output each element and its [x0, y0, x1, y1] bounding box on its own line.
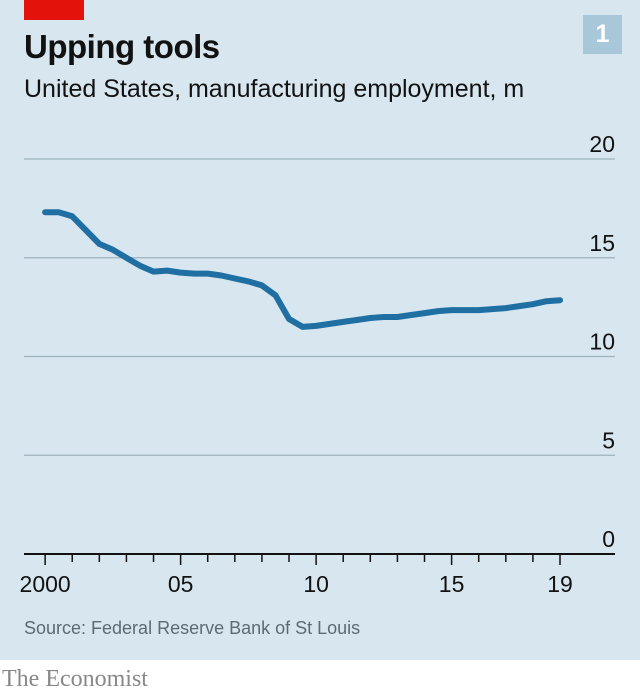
x-tick-label-10: 10 [303, 571, 329, 597]
x-tick-label-2000: 2000 [20, 571, 71, 597]
series-line-0 [42, 209, 563, 330]
y-tick-labels: 0 5 10 15 20 [589, 131, 615, 552]
x-tick-label-05: 05 [168, 571, 194, 597]
source-note: Source: Federal Reserve Bank of St Louis [24, 618, 361, 638]
x-tick-label-15: 15 [439, 571, 465, 597]
chart-subtitle: United States, manufacturing employment,… [24, 75, 525, 103]
series-layer [42, 209, 563, 330]
brand-red-tab [24, 0, 84, 20]
brand-wordmark: The Economist [2, 666, 148, 692]
y-tick-label-15: 15 [589, 230, 615, 256]
y-tick-label-20: 20 [589, 131, 615, 157]
y-tick-label-0: 0 [602, 526, 615, 552]
chart-number-badge: 1 [583, 15, 622, 54]
x-axis [24, 553, 615, 565]
x-tick-label-19: 19 [547, 571, 573, 597]
chart-panel [0, 0, 640, 660]
y-tick-label-5: 5 [602, 427, 615, 453]
chart-title: Upping tools [24, 28, 220, 65]
x-tick-labels: 2000 05 10 15 19 [20, 571, 573, 597]
y-tick-label-10: 10 [589, 329, 615, 355]
